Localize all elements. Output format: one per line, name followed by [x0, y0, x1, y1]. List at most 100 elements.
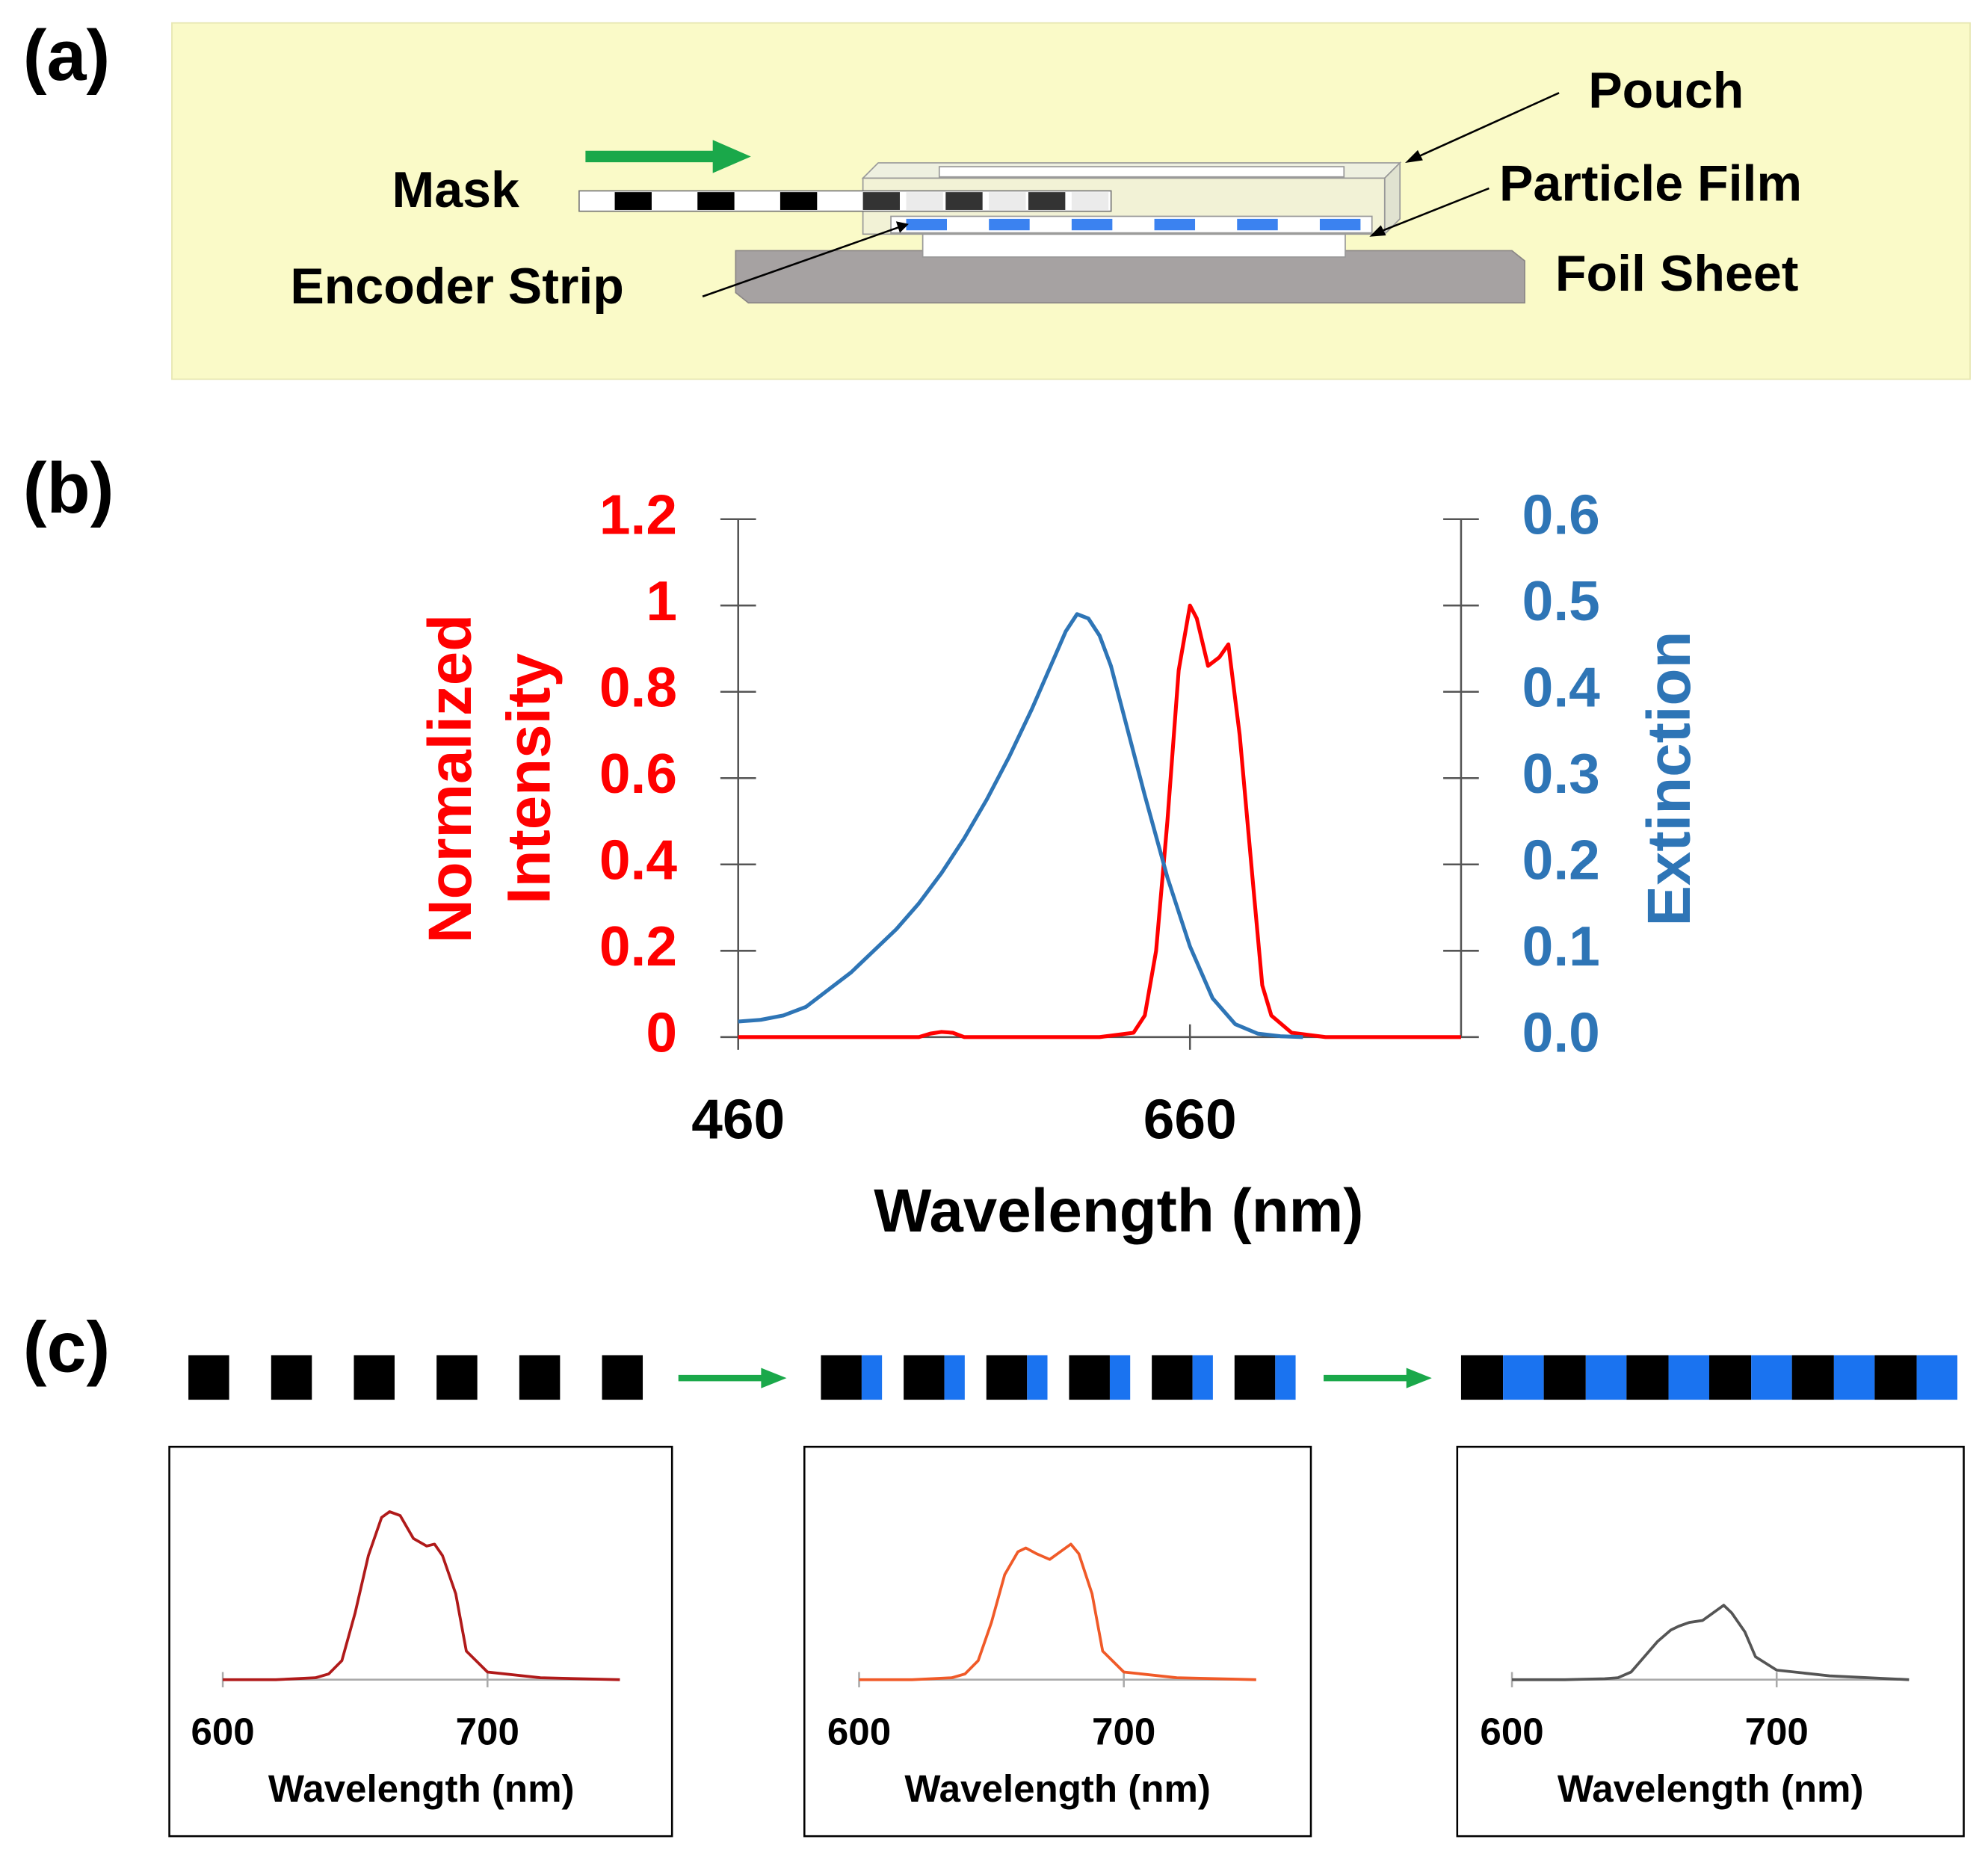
- mask-light: [1155, 192, 1191, 210]
- film-dash: [1237, 218, 1278, 231]
- mask-square: [1028, 192, 1066, 210]
- x-tick-label: 600: [1480, 1710, 1543, 1752]
- strip-block: [1460, 1355, 1504, 1400]
- strip-block: [944, 1355, 965, 1400]
- film-dash: [906, 218, 947, 231]
- mask-square: [697, 192, 735, 210]
- foil-sheet: [735, 250, 1525, 304]
- y-tick-label: 1.2: [599, 483, 677, 546]
- y-axis-label: Normalized Intensity: [416, 614, 564, 943]
- film-dash: [1071, 218, 1113, 231]
- strip-block: [188, 1355, 229, 1400]
- y-tick-label: 0.4: [599, 829, 677, 892]
- diagram-label: Mask: [392, 161, 519, 218]
- strip-block: [1503, 1355, 1544, 1400]
- strip-block: [1152, 1355, 1193, 1400]
- strip-block: [1027, 1355, 1048, 1400]
- x-tick-label: 700: [1745, 1710, 1809, 1752]
- data-line: [738, 603, 1461, 1039]
- y-tick-label: 0.6: [599, 742, 677, 805]
- diagram-label: Particle Film: [1499, 155, 1802, 211]
- y2-tick-label: 0.2: [1522, 829, 1600, 892]
- y2-axis-label: Extinction: [1635, 631, 1703, 927]
- strip-block: [519, 1355, 561, 1400]
- panel-label: (c): [23, 1308, 111, 1387]
- leader-line: [1377, 187, 1490, 234]
- leader-arrow: [1369, 225, 1386, 237]
- strip-block: [1109, 1355, 1131, 1400]
- strip-block: [1234, 1355, 1276, 1400]
- y2-tick-label: 0.5: [1522, 569, 1600, 632]
- y2-tick-label: 0.6: [1522, 483, 1600, 546]
- film-dash: [989, 218, 1030, 231]
- x-axis-label: Wavelength (nm): [874, 1177, 1363, 1245]
- strip-block: [821, 1355, 862, 1400]
- strip-block: [1751, 1355, 1792, 1400]
- leader-arrow: [895, 221, 909, 233]
- mask-square: [614, 192, 652, 210]
- strip-block: [861, 1355, 883, 1400]
- y2-tick-label: 0.1: [1522, 915, 1600, 977]
- mask-square: [945, 192, 983, 210]
- data-line: [859, 1542, 1256, 1681]
- diagram-label: Encoder Strip: [290, 258, 624, 315]
- y-tick-label: 0: [646, 1001, 677, 1064]
- strip-block: [1275, 1355, 1296, 1400]
- x-tick-label: 700: [456, 1710, 519, 1752]
- leader-line: [1412, 92, 1560, 161]
- arrow-head: [712, 140, 751, 173]
- mask-square: [780, 192, 818, 210]
- inset-frame: [168, 1445, 673, 1838]
- data-line: [223, 1510, 620, 1681]
- diagram-label: Foil Sheet: [1555, 245, 1798, 302]
- x-axis-label: Wavelength (nm): [904, 1767, 1211, 1810]
- mask-light: [1237, 192, 1274, 210]
- strip-block: [1833, 1355, 1875, 1400]
- pouch-inner: [938, 166, 1345, 178]
- strip-block: [986, 1355, 1028, 1400]
- y-tick-label: 0.8: [599, 656, 677, 719]
- strip-block: [1069, 1355, 1110, 1400]
- mask-square: [862, 192, 900, 210]
- x-tick-label: 600: [827, 1710, 891, 1752]
- strip-block: [1791, 1355, 1834, 1400]
- y2-tick-label: 0.3: [1522, 742, 1600, 805]
- strip-block: [1192, 1355, 1213, 1400]
- y-tick-label: 0.2: [599, 915, 677, 977]
- x-axis-label: Wavelength (nm): [268, 1767, 575, 1810]
- x-axis-label: Wavelength (nm): [1558, 1767, 1864, 1810]
- strip-block: [1916, 1355, 1958, 1400]
- x-tick-label: 660: [1143, 1087, 1237, 1150]
- mask-light: [1071, 192, 1109, 210]
- data-line: [1512, 1604, 1910, 1681]
- arrow-head: [761, 1368, 787, 1388]
- strip-block: [1543, 1355, 1586, 1400]
- film-dashes: [906, 218, 1361, 231]
- panel-label: (a): [23, 16, 111, 96]
- inset-frame: [803, 1445, 1312, 1838]
- y2-tick-label: 0.0: [1522, 1001, 1600, 1064]
- strip-block: [904, 1355, 945, 1400]
- diagram-label: Pouch: [1588, 62, 1744, 119]
- mask-squares: [614, 192, 1356, 210]
- encoder-strips: [188, 1355, 1958, 1400]
- arrow-head: [1406, 1368, 1432, 1388]
- panel-label: (b): [23, 449, 114, 528]
- particle-film: [890, 215, 1373, 234]
- leader-line: [702, 225, 902, 297]
- strip-block: [1874, 1355, 1917, 1400]
- leader-arrow: [1405, 149, 1423, 163]
- inset-frame: [1456, 1445, 1965, 1838]
- x-tick-label: 700: [1092, 1710, 1155, 1752]
- strip-block: [271, 1355, 312, 1400]
- y-tick-label: 1: [646, 569, 677, 632]
- diagram: Pouch Mask Particle Film Encoder Strip F…: [171, 22, 1971, 380]
- mask-light: [1320, 192, 1356, 210]
- strip-block: [1708, 1355, 1752, 1400]
- x-tick-label: 460: [691, 1087, 785, 1150]
- strip-block: [602, 1355, 643, 1400]
- strip-block: [436, 1355, 478, 1400]
- strip-block: [1585, 1355, 1627, 1400]
- pouch-bottom: [922, 233, 1346, 258]
- strip-block: [1668, 1355, 1709, 1400]
